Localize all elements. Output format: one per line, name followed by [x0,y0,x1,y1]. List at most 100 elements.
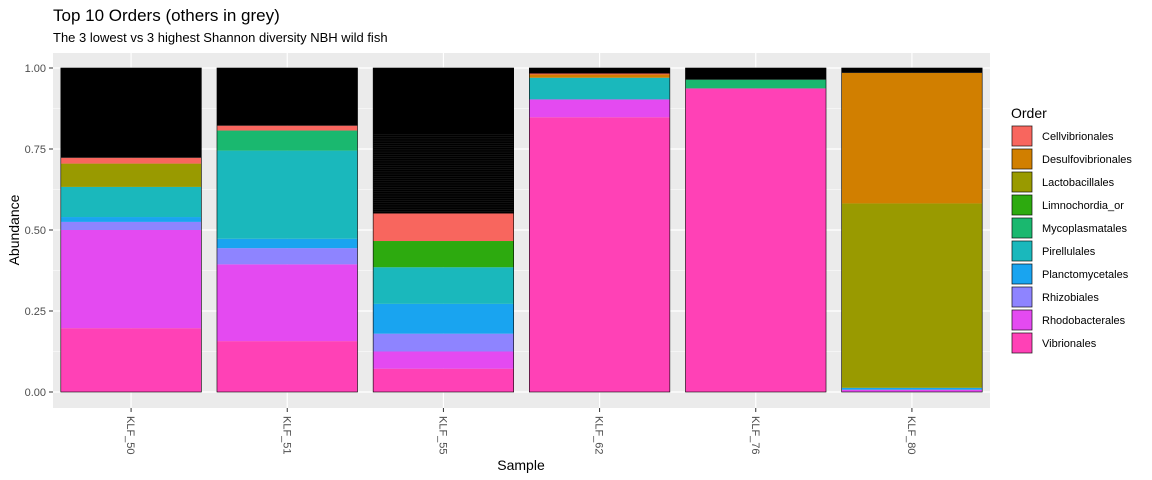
legend-swatch [1011,148,1033,170]
bar-outline [372,67,514,393]
legend-item-Cellvibrionales: Cellvibrionales [1011,125,1114,147]
bar-segment-Vibrionales [685,88,827,393]
bar-segment-Pirellulales [216,150,358,239]
legend-swatch [1011,309,1033,331]
x-tick-label: KLF_62 [593,416,605,455]
bar-segment-Desulfovibrionales [529,74,670,78]
legend-item-Desulfovibrionales: Desulfovibrionales [1011,148,1132,170]
bar-segment-others [216,68,358,126]
legend-label: Rhizobiales [1042,292,1099,304]
legend: Cellvibrionales Desulfovibrionales Lactoba… [1011,125,1132,354]
bar-stack-KLF_80 [841,67,983,393]
bar-segment-Rhizobiales [373,333,514,352]
bar-segment-Rhodobacterales [60,230,202,329]
legend-swatch [1011,217,1033,239]
bar-segment-Rhodobacterales [529,99,670,118]
legend-label: Planctomycetales [1042,269,1129,281]
x-tick-label: KLF_51 [280,416,292,455]
bar-segment-Rhizobiales [60,221,202,230]
bar-segment-Rhizobiales [216,248,358,265]
y-tick-label: 0.50 [25,225,46,237]
bar-stack-KLF_51 [216,67,358,393]
bar-stack-KLF_76 [685,67,827,393]
bar-segment-Vibrionales [373,368,514,392]
legend-label: Mycoplasmatales [1042,223,1127,235]
legend-item-Rhizobiales: Rhizobiales [1011,286,1099,308]
bar-segment-Cellvibrionales [529,73,670,75]
bar-segment-Rhodobacterales [373,351,514,369]
legend-label: Limnochordia_or [1042,200,1124,212]
bar-segment-others [60,68,202,158]
legend-label: Desulfovibrionales [1042,154,1132,166]
y-axis-title: Abundance [6,194,22,265]
legend-swatch [1011,286,1033,308]
bar-segment-Desulfovibrionales [841,72,983,204]
bar-segment-Mycoplasmatales [685,79,827,89]
legend-item-Planctomycetales: Planctomycetales [1011,263,1129,285]
bar-segment-others [529,68,670,74]
x-axis-title: Sample [497,457,545,473]
legend-label: Vibrionales [1042,338,1097,350]
x-tick-label: KLF_76 [749,416,761,455]
legend-item-Rhodobacterales: Rhodobacterales [1011,309,1126,331]
bar-segment-Cellvibrionales [60,157,202,164]
bar-stack-KLF_50 [60,67,202,393]
x-tick-label: KLF_55 [436,416,448,455]
bar-outline [841,67,983,393]
legend-swatch [1011,240,1033,262]
legend-label: Rhodobacterales [1042,315,1126,327]
bar-outline [216,67,358,393]
bar-segment-Lactobacillales [60,163,202,187]
x-tick-label: KLF_50 [124,416,136,455]
legend-swatch [1011,194,1033,216]
bar-segment-Lactobacillales [841,203,983,388]
x-tick-label: KLF_80 [905,416,917,455]
bar-segment-Pirellulales [373,267,514,304]
bar-segment-Pirellulales [60,186,202,218]
bar-outline [529,67,671,393]
bar-outline [60,67,202,393]
chart-title: Top 10 Orders (others in grey) [53,6,280,25]
bar-segment-Vibrionales [60,328,202,392]
legend-swatch [1011,171,1033,193]
bar-segment-Planctomycetales [60,217,202,222]
legend-label: Lactobacillales [1042,177,1115,189]
legend-item-Pirellulales: Pirellulales [1011,240,1096,262]
chart-subtitle: The 3 lowest vs 3 highest Shannon divers… [53,30,388,45]
bar-stack-KLF_55 [372,67,514,393]
bar-segment-Planctomycetales [841,387,983,390]
bar-segment-others [685,68,827,80]
axes-group: 0.00 0.25 0.50 0.75 1.00 KLF_50 KLF_51 KLF_55 KL… [25,63,917,455]
bar-segment-Vibrionales [216,341,358,392]
bar-segment-others [373,68,514,214]
bar-segment-Limnochordia_or [373,241,514,268]
bar-segment-Mycoplasmatales [216,130,358,151]
y-tick-label: 0.75 [25,144,46,156]
bar-segment-Rhodobacterales [216,264,358,342]
y-tick-label: 0.25 [25,306,46,318]
bars-group [60,67,983,393]
legend-swatch [1011,125,1033,147]
y-tick-label: 1.00 [25,63,46,75]
bar-segment-Vibrionales [529,117,670,393]
bar-outline [685,67,827,393]
legend-item-Lactobacillales: Lactobacillales [1011,171,1115,193]
bar-segment-Planctomycetales [216,238,358,249]
bar-segment-Cellvibrionales [216,125,358,131]
legend-swatch [1011,332,1033,354]
legend-label: Cellvibrionales [1042,131,1114,143]
legend-swatch [1011,263,1033,285]
legend-item-Limnochordia_or: Limnochordia_or [1011,194,1124,216]
legend-item-Mycoplasmatales: Mycoplasmatales [1011,217,1127,239]
y-tick-label: 0.00 [25,387,46,399]
legend-label: Pirellulales [1042,246,1096,258]
legend-item-Vibrionales: Vibrionales [1011,332,1097,354]
bar-segment-Pirellulales [529,77,670,100]
bar-stack-KLF_62 [529,67,671,393]
bar-segment-Cellvibrionales [373,213,514,242]
bar-segment-others [841,68,983,73]
bar-segment-Planctomycetales [373,303,514,334]
legend-title: Order [1011,105,1047,121]
